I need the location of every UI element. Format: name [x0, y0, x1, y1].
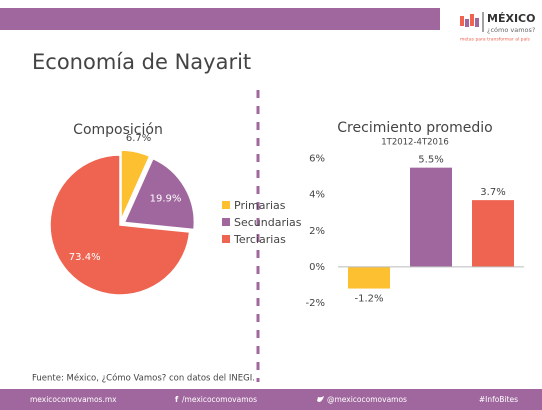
- data-label: 19.9%: [150, 194, 182, 205]
- y-tick-label: 4%: [309, 190, 325, 201]
- legend-label: Secundarias: [234, 216, 302, 229]
- pie-slice: [120, 149, 151, 221]
- data-label: 5.5%: [418, 155, 443, 166]
- legend-swatch: [222, 201, 230, 209]
- data-label: -1.2%: [354, 294, 383, 305]
- logo-tagline: ¿cómo vamos?: [487, 26, 535, 34]
- y-tick-label: 0%: [309, 262, 325, 273]
- twitter-icon: [317, 396, 324, 402]
- legend-swatch: [222, 218, 230, 226]
- data-label: 6.7%: [126, 133, 151, 144]
- source: Fuente: México, ¿Cómo Vamos? con datos d…: [32, 373, 255, 384]
- bar: [348, 266, 390, 289]
- footer-bar: [0, 389, 542, 410]
- logo-name: MÉXICO: [487, 12, 535, 25]
- data-label: 3.7%: [480, 187, 505, 198]
- y-tick-label: 6%: [309, 154, 325, 165]
- facebook-icon: f: [175, 395, 179, 404]
- y-tick-label: -2%: [306, 298, 325, 309]
- pie-slice: [123, 157, 196, 231]
- legend-label: Terciarias: [233, 233, 286, 246]
- pie-slice: [49, 154, 191, 296]
- data-label: 73.4%: [69, 252, 101, 263]
- footer-hashtag: #InfoBites: [479, 395, 518, 404]
- logo-motto: metas para transformar al país: [460, 36, 531, 43]
- y-tick-label: 2%: [309, 226, 325, 237]
- bar: [472, 200, 514, 267]
- slide-title: Economía de Nayarit: [32, 50, 251, 74]
- logo-icon: [460, 12, 484, 32]
- chart-title: Composición: [73, 122, 163, 138]
- bar: [410, 167, 452, 267]
- legend-swatch: [222, 235, 230, 243]
- chart-title: Crecimiento promedio: [337, 120, 492, 136]
- legend-label: Primarias: [234, 199, 286, 212]
- footer-site: mexicocomovamos.mx: [30, 395, 117, 404]
- top-bar: [0, 8, 440, 30]
- chart-subtitle: 1T2012-4T2016: [381, 138, 449, 148]
- footer-facebook: /mexicocomovamos: [182, 395, 257, 404]
- footer-twitter: @mexicocomovamos: [327, 395, 407, 404]
